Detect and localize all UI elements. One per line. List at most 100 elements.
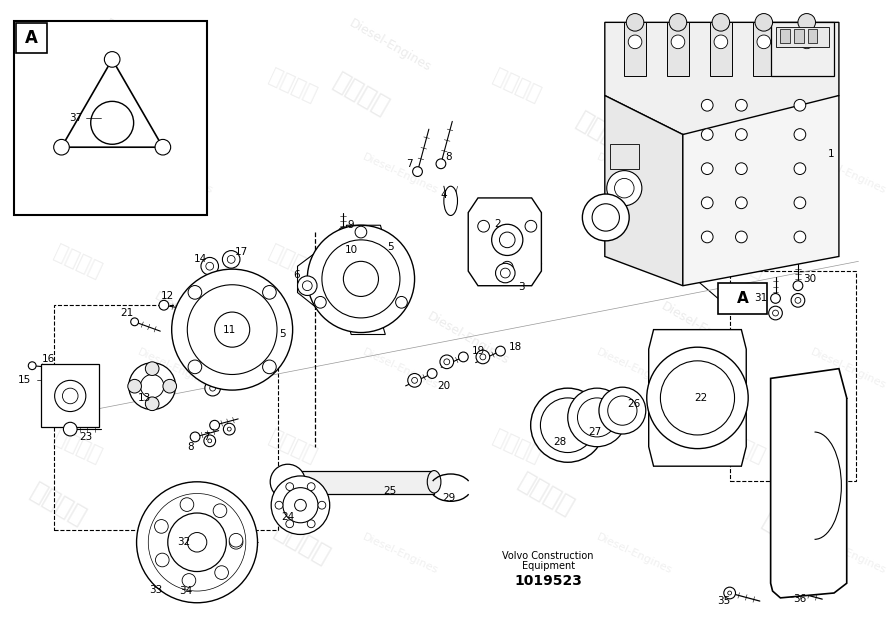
Circle shape <box>223 423 235 435</box>
Circle shape <box>714 35 728 48</box>
Bar <box>41 364 100 427</box>
Text: A: A <box>736 291 748 306</box>
Text: 1: 1 <box>828 149 835 159</box>
Polygon shape <box>287 471 434 494</box>
Circle shape <box>338 227 348 237</box>
Text: 13: 13 <box>138 393 151 403</box>
Circle shape <box>28 362 36 370</box>
Circle shape <box>182 574 196 587</box>
Text: 19: 19 <box>472 346 485 356</box>
Circle shape <box>582 194 629 241</box>
Circle shape <box>62 388 78 404</box>
Circle shape <box>207 439 212 443</box>
Circle shape <box>771 294 781 303</box>
Circle shape <box>628 35 642 48</box>
Circle shape <box>501 261 514 273</box>
Text: Diesel-Engines: Diesel-Engines <box>103 17 190 74</box>
Circle shape <box>530 388 605 462</box>
Circle shape <box>788 586 797 596</box>
Text: Diesel-Engines: Diesel-Engines <box>152 290 239 348</box>
Circle shape <box>724 587 735 599</box>
Circle shape <box>476 350 490 364</box>
Text: 5: 5 <box>279 330 287 340</box>
Circle shape <box>275 501 283 509</box>
Circle shape <box>67 425 74 433</box>
Circle shape <box>396 296 408 308</box>
Circle shape <box>701 231 713 243</box>
Circle shape <box>214 504 227 518</box>
Circle shape <box>413 167 423 177</box>
Text: Diesel-Engines: Diesel-Engines <box>809 532 888 576</box>
Circle shape <box>701 163 713 174</box>
Circle shape <box>187 285 277 374</box>
Circle shape <box>525 220 537 232</box>
Text: Diesel-Engines: Diesel-Engines <box>136 532 215 576</box>
Circle shape <box>197 363 213 379</box>
Text: Diesel-Engines: Diesel-Engines <box>347 17 433 74</box>
Text: 22: 22 <box>694 393 707 403</box>
Circle shape <box>436 159 446 169</box>
Text: 12: 12 <box>161 291 174 301</box>
Circle shape <box>568 388 627 447</box>
Circle shape <box>540 398 595 452</box>
Circle shape <box>128 379 142 393</box>
Circle shape <box>214 565 229 579</box>
Circle shape <box>458 352 468 362</box>
Text: Diesel-Engines: Diesel-Engines <box>136 347 215 391</box>
Circle shape <box>496 264 515 283</box>
Circle shape <box>180 498 194 511</box>
Circle shape <box>201 257 219 275</box>
Text: 紫发动力: 紫发动力 <box>51 66 105 106</box>
Text: 3: 3 <box>519 282 525 292</box>
Circle shape <box>202 368 207 374</box>
Circle shape <box>769 306 782 320</box>
Polygon shape <box>297 252 317 308</box>
Circle shape <box>671 35 684 48</box>
Circle shape <box>227 255 235 264</box>
Text: 2: 2 <box>494 220 501 229</box>
Circle shape <box>188 286 202 299</box>
Text: 7: 7 <box>407 159 413 169</box>
Text: 31: 31 <box>754 293 767 303</box>
Polygon shape <box>710 23 732 76</box>
Circle shape <box>129 363 175 409</box>
Text: Diesel-Engines: Diesel-Engines <box>595 152 674 196</box>
Text: 7: 7 <box>204 432 210 442</box>
Circle shape <box>214 312 250 347</box>
Circle shape <box>793 281 803 291</box>
Circle shape <box>735 99 748 111</box>
Circle shape <box>338 248 348 259</box>
Circle shape <box>53 140 69 155</box>
Circle shape <box>735 197 748 209</box>
Circle shape <box>155 140 171 155</box>
Polygon shape <box>346 225 385 244</box>
Circle shape <box>341 244 346 250</box>
Text: 紫发动力: 紫发动力 <box>490 427 544 466</box>
Text: 8: 8 <box>445 152 452 162</box>
Circle shape <box>188 360 202 374</box>
Text: Diesel-Engines: Diesel-Engines <box>595 347 674 391</box>
Circle shape <box>794 99 805 111</box>
Text: 6: 6 <box>293 270 300 280</box>
Text: 8: 8 <box>187 442 193 452</box>
Text: 36: 36 <box>793 594 806 604</box>
Text: 5: 5 <box>387 242 393 252</box>
Text: Diesel-Engines: Diesel-Engines <box>136 152 215 196</box>
Circle shape <box>499 232 515 248</box>
Circle shape <box>735 129 748 140</box>
Text: 紫发动力: 紫发动力 <box>266 66 320 106</box>
Circle shape <box>176 581 184 589</box>
Circle shape <box>755 14 773 31</box>
Bar <box>771 23 834 76</box>
Circle shape <box>154 579 162 587</box>
Polygon shape <box>346 318 385 335</box>
Circle shape <box>141 374 164 398</box>
Bar <box>718 283 766 314</box>
Circle shape <box>712 14 730 31</box>
Text: Diesel-Engines: Diesel-Engines <box>659 300 746 357</box>
Circle shape <box>444 359 449 365</box>
Polygon shape <box>605 23 839 135</box>
Text: 紫发动力: 紫发动力 <box>573 108 636 159</box>
Circle shape <box>341 265 346 271</box>
Text: 33: 33 <box>150 585 163 595</box>
